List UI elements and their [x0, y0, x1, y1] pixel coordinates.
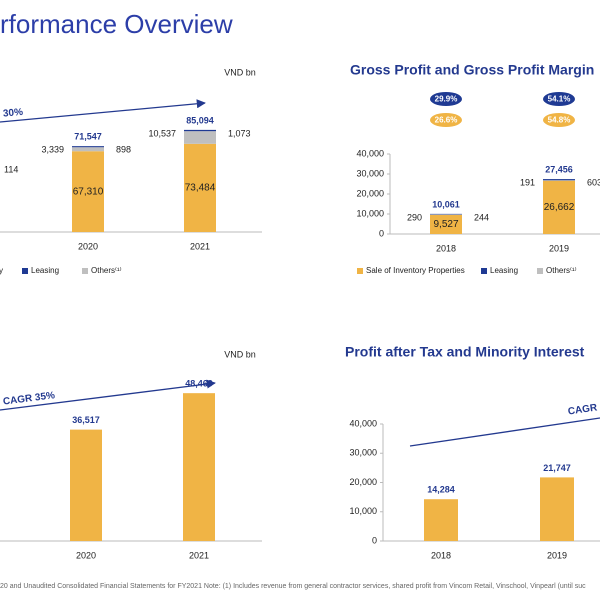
y-tick-label: 30,000 [349, 448, 377, 458]
total-label: 27,456 [545, 164, 573, 174]
y-tick-label: 0 [379, 228, 384, 238]
side-label: 114 [4, 164, 18, 174]
side-label: 3,339 [41, 145, 64, 155]
bar-segment [543, 179, 575, 181]
legend-label: Leasing [490, 266, 518, 275]
bar-label: 36,517 [72, 415, 100, 425]
slide-title: rformance Overview [0, 9, 233, 39]
bar [183, 393, 215, 541]
y-tick-label: 20,000 [356, 188, 384, 198]
bar [540, 477, 574, 541]
legend-label: Leasing [31, 266, 59, 275]
y-tick-label: 40,000 [356, 148, 384, 158]
y-tick-label: 0 [372, 535, 377, 545]
side-label: 898 [116, 145, 131, 155]
cagr-label: CAGR 35% [2, 390, 55, 407]
legend-label: y [0, 266, 3, 275]
bar [70, 429, 102, 541]
total-label: 71,547 [74, 132, 102, 142]
bar-segment [430, 214, 462, 234]
segment-label: 9,527 [433, 219, 458, 230]
legend-swatch [537, 268, 543, 274]
y-tick-label: 40,000 [349, 418, 377, 428]
x-tick-label: 2021 [189, 550, 209, 560]
chart-title: Profit after Tax and Minority Interest [345, 344, 585, 360]
legend-swatch [22, 268, 28, 274]
x-tick-label: 2019 [547, 550, 567, 560]
chart-title: Gross Profit and Gross Profit Margin [350, 62, 594, 78]
side-label: 603 [587, 177, 600, 187]
y-tick-label: 20,000 [349, 477, 377, 487]
bar-segment [184, 131, 216, 144]
cagr-arrow [0, 99, 206, 123]
bar-segment [184, 143, 216, 232]
bar [424, 499, 458, 541]
margin-bubble [430, 92, 462, 106]
y-tick-label: 30,000 [356, 168, 384, 178]
bar-label: 21,747 [543, 463, 571, 473]
x-tick-label: 2018 [436, 243, 456, 253]
y-tick-label: 10,000 [349, 506, 377, 516]
total-label: 85,094 [186, 115, 214, 125]
bar-segment [184, 129, 216, 132]
segment-label: 73,484 [185, 183, 216, 194]
cagr-label: CAGR 4 [567, 401, 600, 417]
legend-label: Others⁽¹⁾ [91, 266, 122, 275]
margin-label: 29.9% [435, 95, 458, 104]
margin-bubble [430, 113, 462, 127]
margin-bubble [543, 92, 575, 106]
legend-swatch [357, 268, 363, 274]
unit-label: VND bn [224, 67, 256, 77]
bar-segment [72, 146, 104, 148]
bar-segment [72, 147, 104, 152]
unit-label: VND bn [224, 349, 256, 359]
side-label: 1,073 [228, 128, 251, 138]
side-label: 290 [407, 212, 422, 222]
bar-segment [430, 214, 462, 215]
y-tick-label: 10,000 [356, 208, 384, 218]
margin-label: 54.1% [548, 95, 571, 104]
x-tick-label: 2018 [431, 550, 451, 560]
side-label: 10,537 [148, 128, 176, 138]
bar-segment [72, 151, 104, 232]
margin-bubble [543, 113, 575, 127]
legend-label: Sale of Inventory Properties [366, 266, 465, 275]
x-tick-label: 2020 [76, 550, 96, 560]
side-label: 191 [520, 177, 535, 187]
x-tick-label: 2019 [549, 243, 569, 253]
side-label: 244 [474, 212, 489, 222]
segment-label: 26,662 [544, 202, 575, 213]
bar-label: 14,284 [427, 485, 455, 495]
total-label: 10,061 [432, 199, 460, 209]
bar-label: 48,469 [185, 379, 213, 389]
margin-label: 26.6% [435, 116, 458, 125]
cagr-arrow [409, 417, 600, 447]
footnote: 20 and Unaudited Consolidated Financial … [0, 583, 586, 590]
cagr-arrow [0, 379, 216, 411]
legend-swatch [82, 268, 88, 274]
cagr-label: 30% [3, 107, 24, 120]
bar-segment [543, 180, 575, 234]
x-tick-label: 2021 [190, 241, 210, 251]
margin-label: 54.8% [548, 116, 571, 125]
legend-label: Others⁽¹⁾ [546, 266, 577, 275]
segment-label: 67,310 [73, 186, 104, 197]
legend-swatch [481, 268, 487, 274]
x-tick-label: 2020 [78, 241, 98, 251]
